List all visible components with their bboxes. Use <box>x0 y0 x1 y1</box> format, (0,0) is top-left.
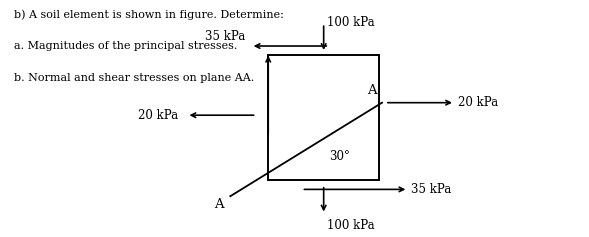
Text: A: A <box>367 84 376 97</box>
Bar <box>268 55 379 180</box>
Text: 20 kPa: 20 kPa <box>458 96 498 109</box>
Text: 100 kPa: 100 kPa <box>326 16 374 29</box>
Text: b. Normal and shear stresses on plane AA.: b. Normal and shear stresses on plane AA… <box>15 73 254 83</box>
Text: 20 kPa: 20 kPa <box>138 109 178 122</box>
Text: b) A soil element is shown in figure. Determine:: b) A soil element is shown in figure. De… <box>15 10 284 20</box>
Text: a. Magnitudes of the principal stresses.: a. Magnitudes of the principal stresses. <box>15 41 238 51</box>
Text: 35 kPa: 35 kPa <box>204 30 245 43</box>
Text: A: A <box>214 198 223 211</box>
Text: 30°: 30° <box>329 150 350 163</box>
Text: 100 kPa: 100 kPa <box>326 219 374 232</box>
Text: 35 kPa: 35 kPa <box>411 183 451 196</box>
